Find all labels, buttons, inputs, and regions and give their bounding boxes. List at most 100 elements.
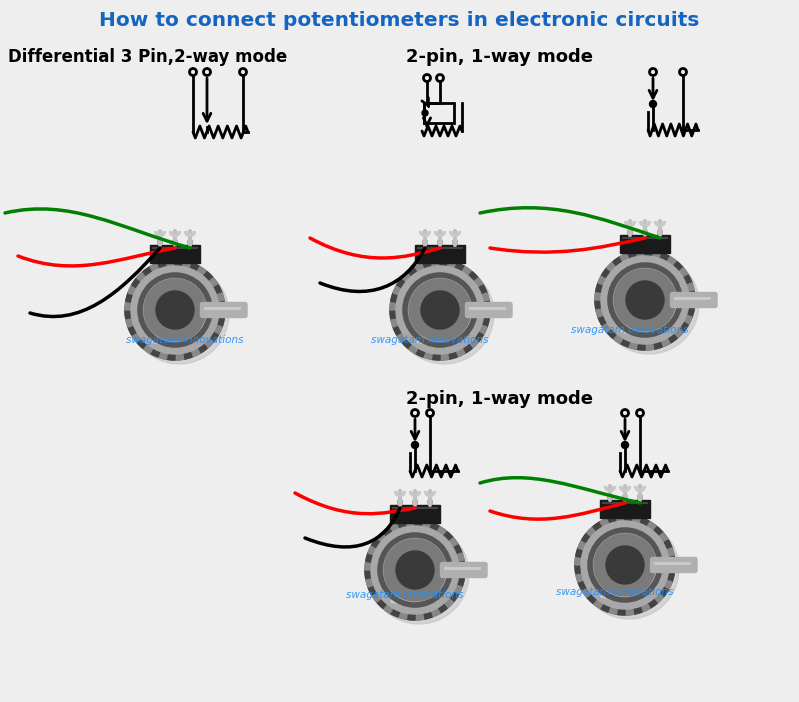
- FancyBboxPatch shape: [201, 303, 247, 317]
- Polygon shape: [602, 322, 611, 332]
- Polygon shape: [217, 293, 225, 303]
- Polygon shape: [596, 283, 604, 292]
- Polygon shape: [137, 272, 147, 282]
- Polygon shape: [398, 611, 407, 619]
- Polygon shape: [449, 538, 459, 548]
- Polygon shape: [128, 325, 137, 335]
- Polygon shape: [600, 603, 610, 612]
- Circle shape: [411, 442, 419, 449]
- Polygon shape: [213, 325, 222, 335]
- Polygon shape: [415, 520, 423, 526]
- Polygon shape: [666, 548, 674, 557]
- Polygon shape: [203, 338, 213, 348]
- Polygon shape: [645, 250, 654, 257]
- Polygon shape: [468, 338, 479, 348]
- Polygon shape: [132, 278, 141, 288]
- Polygon shape: [481, 317, 489, 327]
- Polygon shape: [368, 545, 377, 555]
- Circle shape: [581, 521, 669, 609]
- Polygon shape: [218, 301, 225, 310]
- Circle shape: [369, 524, 469, 624]
- Polygon shape: [483, 310, 490, 319]
- Polygon shape: [166, 260, 175, 267]
- Polygon shape: [483, 301, 490, 310]
- Circle shape: [622, 442, 629, 449]
- Bar: [424, 103, 454, 123]
- Polygon shape: [430, 523, 440, 532]
- Polygon shape: [128, 285, 137, 295]
- Polygon shape: [598, 315, 607, 325]
- Circle shape: [365, 520, 465, 620]
- Circle shape: [626, 281, 664, 319]
- Polygon shape: [688, 291, 695, 300]
- Polygon shape: [660, 253, 670, 262]
- Polygon shape: [633, 607, 642, 614]
- Polygon shape: [593, 599, 603, 609]
- Polygon shape: [608, 607, 618, 614]
- Polygon shape: [437, 526, 447, 536]
- Circle shape: [125, 260, 225, 360]
- Polygon shape: [598, 275, 607, 285]
- Polygon shape: [143, 344, 153, 353]
- Polygon shape: [606, 329, 617, 338]
- Circle shape: [650, 100, 657, 107]
- Circle shape: [601, 256, 689, 344]
- Text: swagatam innovations: swagatam innovations: [571, 325, 689, 335]
- Polygon shape: [423, 611, 432, 619]
- Polygon shape: [668, 565, 675, 574]
- Polygon shape: [447, 260, 457, 269]
- Polygon shape: [440, 260, 449, 267]
- Text: swagatam innovations: swagatam innovations: [556, 587, 674, 597]
- Polygon shape: [667, 333, 677, 343]
- Text: How to connect potentiometers in electronic circuits: How to connect potentiometers in electro…: [99, 11, 699, 29]
- Polygon shape: [365, 562, 372, 570]
- Polygon shape: [440, 353, 449, 360]
- Polygon shape: [628, 341, 638, 349]
- Polygon shape: [217, 317, 225, 327]
- Polygon shape: [686, 307, 694, 317]
- Text: 2-pin, 1-way mode: 2-pin, 1-way mode: [407, 390, 594, 408]
- Circle shape: [575, 515, 675, 615]
- Polygon shape: [453, 585, 462, 595]
- Polygon shape: [636, 250, 645, 257]
- Bar: [415, 245, 465, 263]
- Polygon shape: [431, 353, 440, 360]
- Polygon shape: [158, 351, 167, 359]
- Polygon shape: [658, 533, 668, 543]
- Polygon shape: [390, 608, 400, 617]
- Bar: [600, 500, 650, 518]
- Polygon shape: [218, 310, 225, 319]
- Bar: [150, 245, 200, 263]
- Polygon shape: [628, 251, 638, 258]
- Polygon shape: [625, 515, 634, 522]
- Circle shape: [409, 279, 471, 341]
- Polygon shape: [393, 285, 402, 295]
- Circle shape: [394, 264, 494, 364]
- Polygon shape: [474, 332, 483, 342]
- Polygon shape: [653, 341, 662, 349]
- Polygon shape: [576, 548, 583, 557]
- Polygon shape: [402, 338, 411, 348]
- Polygon shape: [636, 343, 645, 350]
- Bar: [390, 505, 440, 523]
- FancyBboxPatch shape: [440, 562, 487, 578]
- Polygon shape: [613, 257, 623, 266]
- Polygon shape: [456, 553, 464, 562]
- Polygon shape: [658, 587, 668, 597]
- Polygon shape: [468, 272, 479, 282]
- Circle shape: [390, 260, 490, 360]
- Polygon shape: [576, 573, 583, 582]
- Circle shape: [384, 539, 446, 601]
- Polygon shape: [125, 310, 132, 319]
- Polygon shape: [431, 260, 440, 267]
- Polygon shape: [437, 604, 447, 614]
- Polygon shape: [372, 592, 381, 602]
- Circle shape: [422, 110, 428, 116]
- Circle shape: [594, 534, 656, 596]
- Polygon shape: [132, 332, 141, 342]
- Polygon shape: [653, 251, 662, 258]
- Polygon shape: [660, 338, 670, 347]
- Polygon shape: [678, 268, 688, 278]
- Polygon shape: [137, 338, 147, 348]
- Polygon shape: [368, 585, 377, 595]
